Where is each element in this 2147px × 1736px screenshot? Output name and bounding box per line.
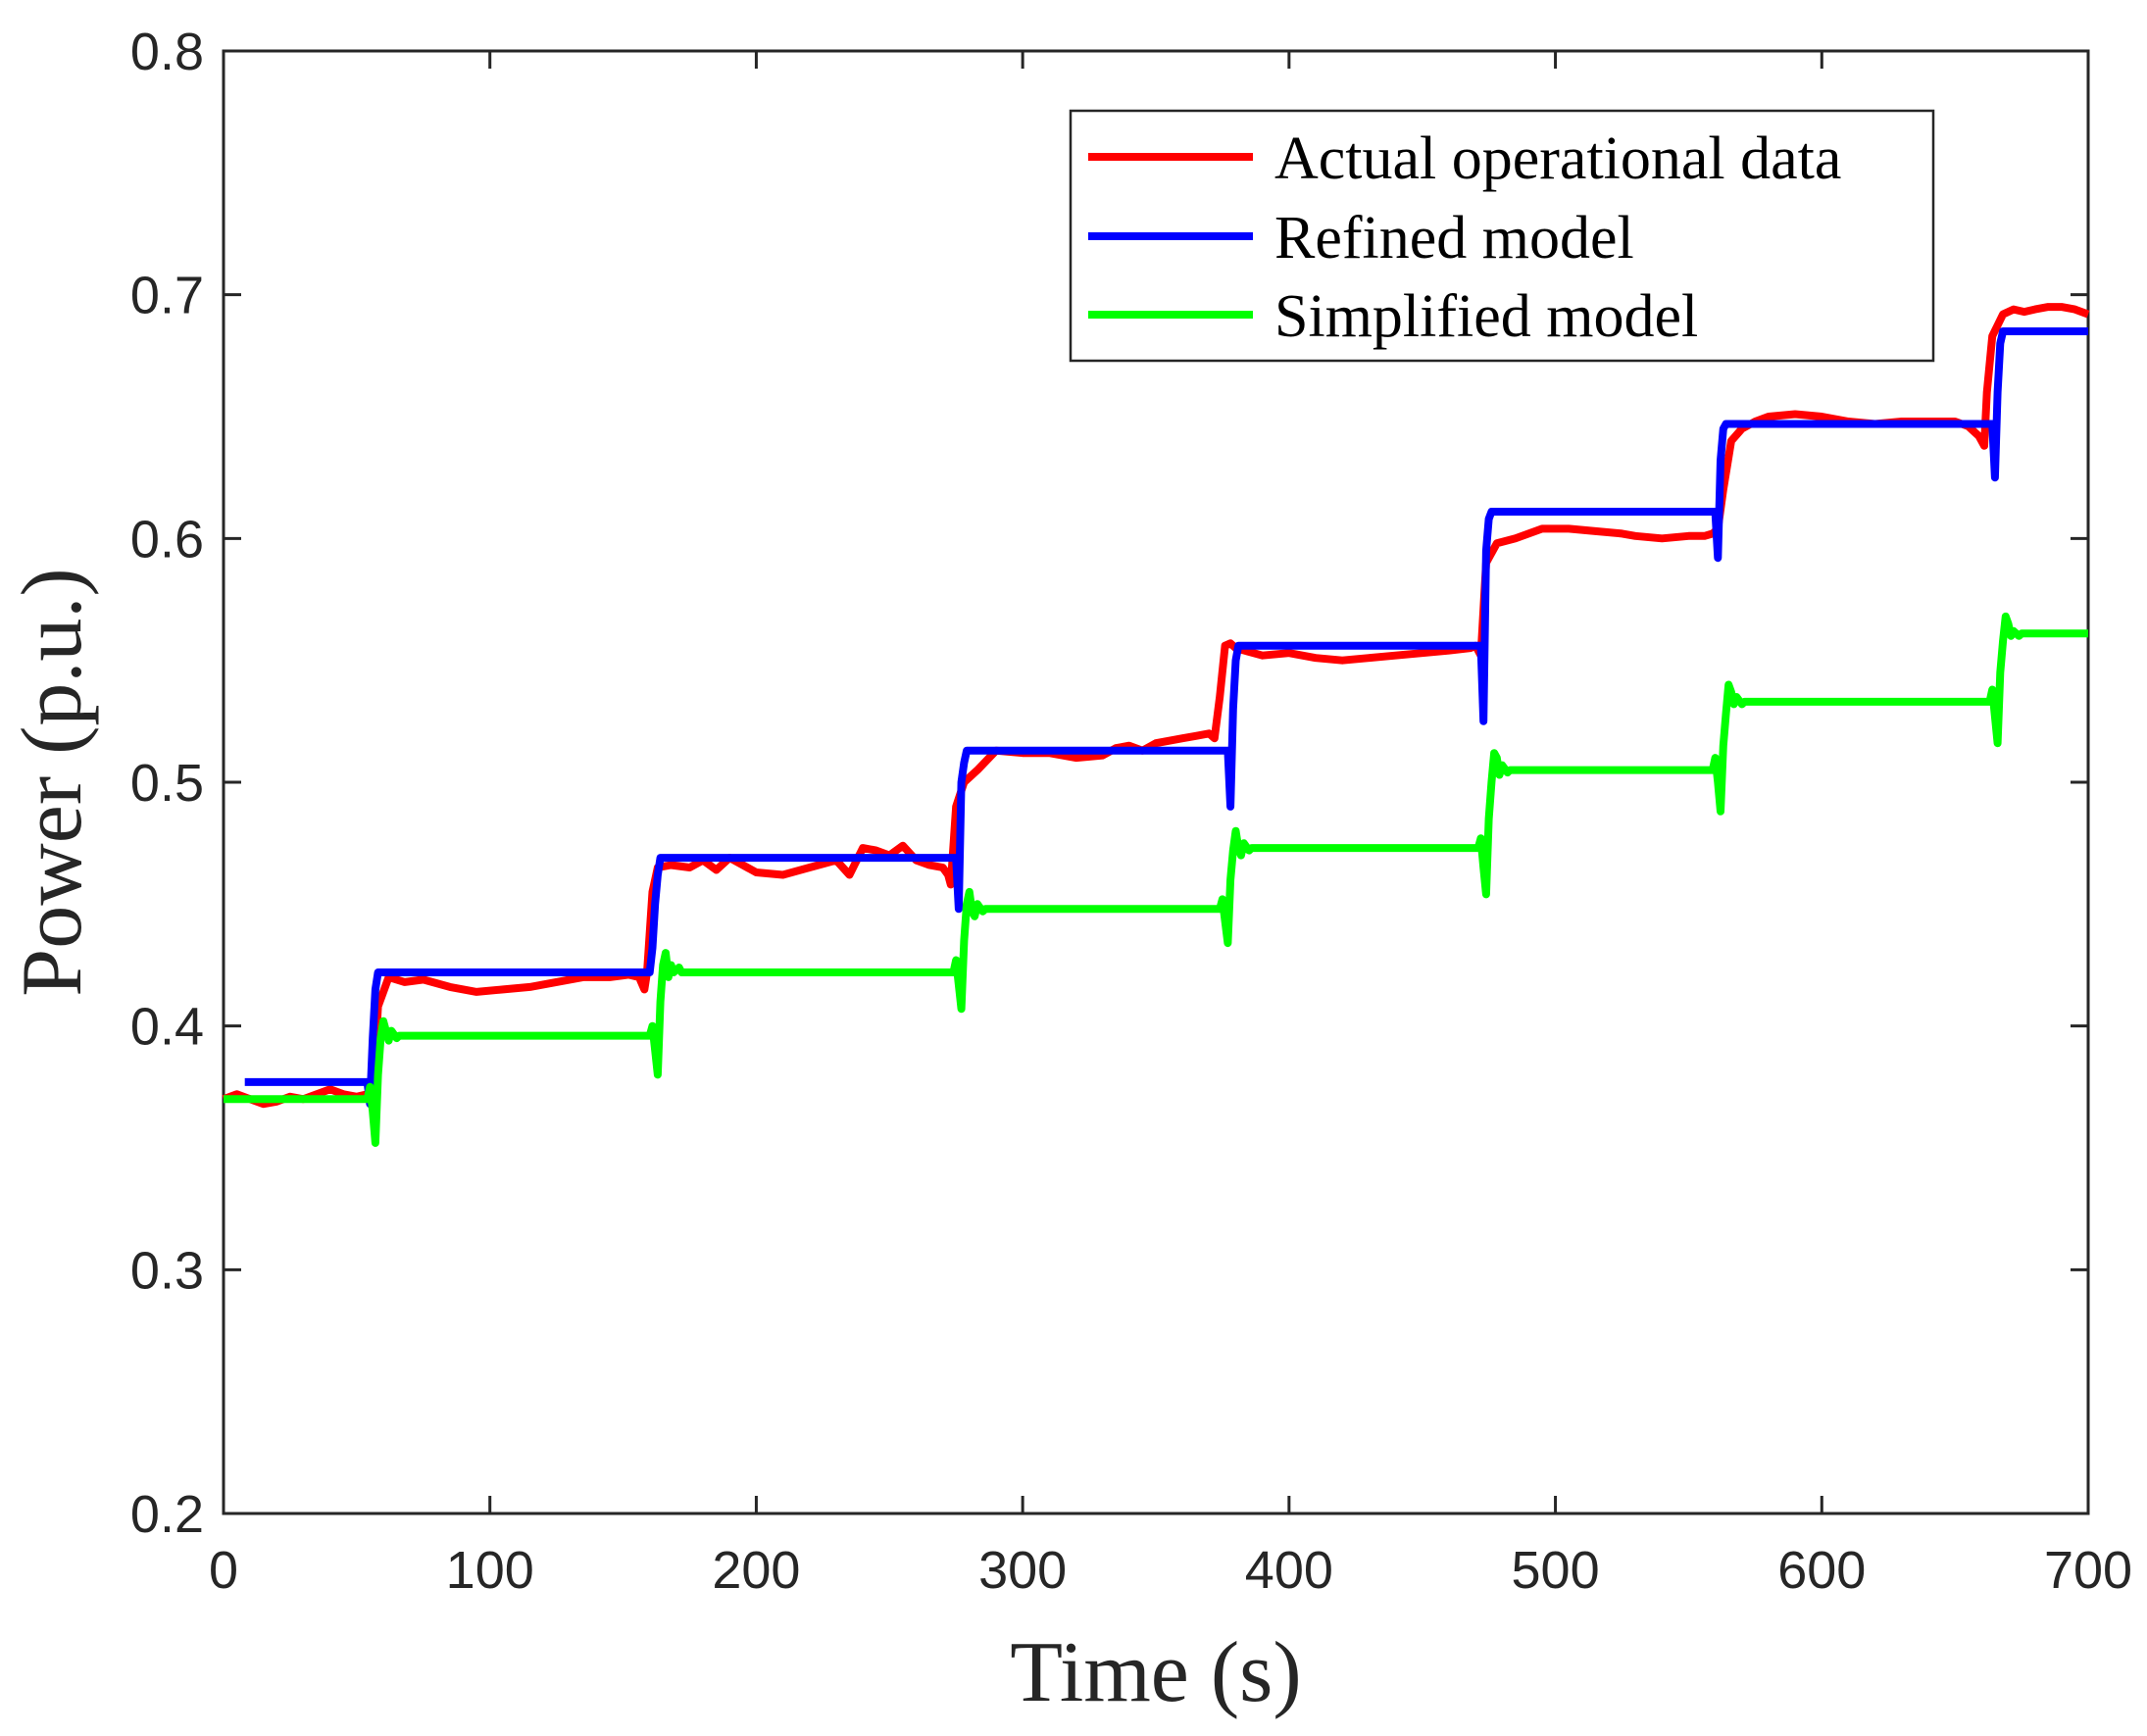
legend-entry-simplified: Simplified model: [1088, 283, 1698, 350]
x-tick-label: 300: [978, 1541, 1067, 1600]
legend-label-simplified: Simplified model: [1274, 283, 1698, 350]
x-tick-label: 0: [209, 1541, 238, 1600]
x-tick-label: 500: [1512, 1541, 1600, 1600]
x-tick-label: 600: [1777, 1541, 1866, 1600]
y-tick-label: 0.5: [130, 754, 204, 813]
legend-entry-refined: Refined model: [1088, 205, 1634, 272]
y-tick-label: 0.4: [130, 998, 204, 1057]
y-axis-label: Power (p.u.): [5, 568, 100, 996]
series-lines: [222, 303, 2090, 1147]
x-tick-label: 400: [1245, 1541, 1333, 1600]
y-tick-label: 0.7: [130, 267, 204, 325]
series-line-simplified: [224, 612, 2088, 1147]
y-tick-label: 0.2: [130, 1485, 204, 1544]
x-tick-label: 200: [712, 1541, 800, 1600]
series-line-refined: [244, 327, 2088, 1109]
y-tick-label: 0.6: [130, 510, 204, 569]
legend-label-actual: Actual operational data: [1274, 125, 1841, 192]
legend-entry-actual: Actual operational data: [1088, 125, 1841, 192]
y-tick-label: 0.8: [130, 23, 204, 81]
ticks: [222, 49, 2090, 1515]
legend: Actual operational data Refined model Si…: [1069, 109, 1935, 363]
tick-labels: 0 100 200 300 400 500 600 700 0.2 0.3 0.4 0.5 0.6 0.7…: [130, 23, 2132, 1600]
y-tick-label: 0.3: [130, 1241, 204, 1300]
x-tick-label: 100: [446, 1541, 534, 1600]
x-tick-label: 700: [2044, 1541, 2132, 1600]
x-axis-label: Time (s): [1010, 1625, 1301, 1720]
legend-label-refined: Refined model: [1274, 205, 1634, 272]
